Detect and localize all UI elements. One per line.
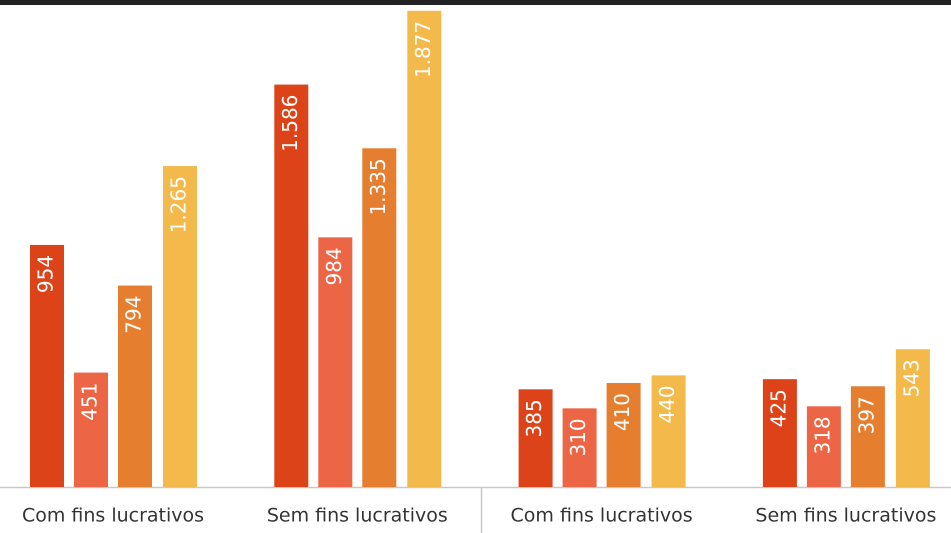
value-label: 440 — [655, 385, 679, 423]
bar — [118, 285, 152, 487]
bar — [806, 406, 841, 487]
bar — [895, 349, 930, 487]
bar — [850, 386, 885, 487]
bar — [606, 382, 641, 487]
value-label: 451 — [78, 383, 102, 421]
bar — [518, 389, 553, 487]
bar — [762, 379, 797, 487]
bar — [651, 375, 686, 487]
x-tick-label: Com fins lucrativos — [511, 505, 693, 527]
value-label: 1.335 — [366, 158, 390, 215]
value-label: 310 — [566, 418, 590, 456]
bar — [163, 166, 197, 487]
top-border — [0, 0, 951, 5]
value-label: 1.586 — [278, 95, 302, 152]
bar — [274, 84, 309, 488]
bar — [407, 10, 442, 488]
value-label: 425 — [766, 389, 790, 427]
value-label: 318 — [810, 416, 834, 454]
value-label: 984 — [322, 247, 346, 285]
bar — [562, 408, 597, 487]
x-tick-label: Sem fins lucrativos — [755, 505, 936, 527]
value-label: 1.877 — [411, 21, 435, 78]
value-label: 794 — [122, 296, 146, 334]
x-tick-label: Com fins lucrativos — [22, 505, 204, 527]
x-tick-label: Sem fins lucrativos — [267, 505, 448, 527]
value-label: 543 — [899, 359, 923, 397]
value-label: 1.265 — [167, 176, 191, 233]
bar — [362, 148, 397, 488]
value-label: 954 — [34, 255, 58, 293]
value-label: 385 — [522, 399, 546, 437]
bar — [30, 244, 64, 487]
value-label: 397 — [854, 396, 878, 434]
bar — [318, 237, 353, 487]
value-label: 410 — [610, 393, 634, 431]
bar — [74, 372, 108, 487]
